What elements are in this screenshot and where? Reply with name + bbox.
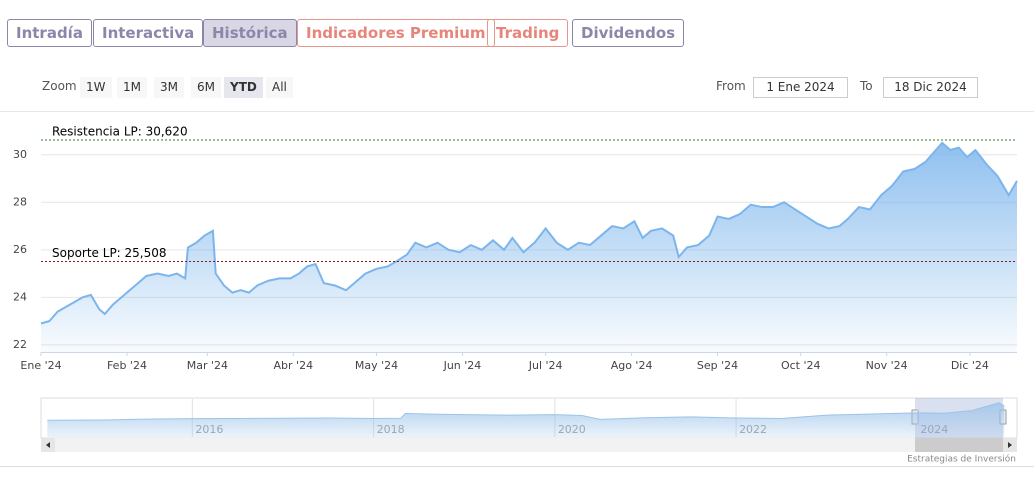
tab[interactable]: Indicadores Premium (297, 19, 495, 47)
x-tick-label: Ago '24 (611, 359, 653, 372)
y-tick-label: 30 (13, 148, 27, 161)
x-tick-label: Nov '24 (866, 359, 908, 372)
x-tick-label: Abr '24 (274, 359, 314, 372)
tab[interactable]: Trading (487, 19, 569, 47)
line (40, 141, 1018, 325)
y-tick-label: 22 (13, 338, 27, 351)
x-tick-label: Oct '24 (781, 359, 821, 372)
scrollbar-thumb[interactable] (915, 438, 1003, 452)
x-tick-label: Sep '24 (697, 359, 738, 372)
zoom-button[interactable]: YTD (224, 77, 263, 98)
zoom-button[interactable]: 1M (117, 77, 147, 98)
tab[interactable]: Intradía (7, 19, 92, 47)
scrollbar[interactable] (41, 438, 1017, 452)
zoom-button[interactable]: All (266, 77, 293, 98)
zoom-button[interactable]: 1W (80, 77, 112, 98)
tab[interactable]: Dividendos (572, 19, 685, 47)
zoom-button[interactable]: 3M (154, 77, 184, 98)
x-tick-label: Jul '24 (528, 359, 563, 372)
from-label: From (716, 79, 746, 93)
x-tick-label: Mar '24 (187, 359, 228, 372)
reference-label: Soporte LP: 25,508 (52, 246, 167, 260)
x-tick-label: Ene '24 (20, 359, 61, 372)
tab[interactable]: Histórica (203, 19, 297, 47)
from-input[interactable]: 1 Ene 2024 (753, 77, 848, 98)
x-tick-label: May '24 (355, 359, 398, 372)
to-input[interactable]: 18 Dic 2024 (883, 77, 978, 98)
y-tick-label: 24 (13, 290, 27, 303)
zoom-label: Zoom (42, 79, 77, 93)
x-tick-label: Dic '24 (951, 359, 989, 372)
reference-label: Resistencia LP: 30,620 (52, 125, 188, 139)
area (47, 402, 1005, 437)
to-label: To (860, 79, 873, 93)
zoom-button[interactable]: 6M (191, 77, 221, 98)
y-tick-label: 26 (13, 243, 27, 256)
arrow (1008, 442, 1012, 448)
y-tick-label: 28 (13, 195, 27, 208)
x-tick-label: Feb '24 (107, 359, 147, 372)
line (47, 402, 1005, 421)
tab[interactable]: Interactiva (93, 19, 204, 47)
x-tick-label: Jun '24 (443, 359, 482, 372)
credits: Estrategias de Inversión (907, 454, 1016, 465)
arrow (46, 442, 50, 448)
